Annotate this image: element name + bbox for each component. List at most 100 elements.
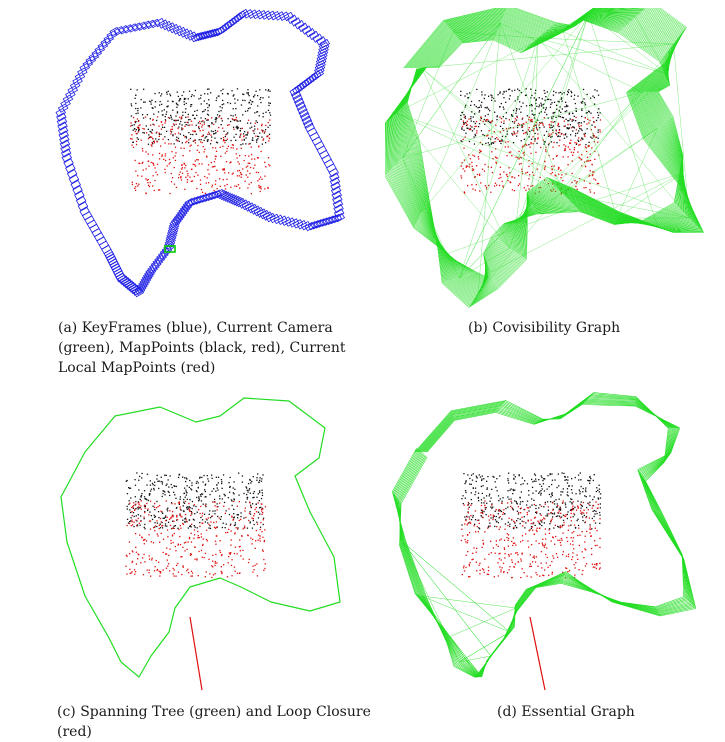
panel-c-black-point (143, 490, 146, 492)
panel-a-black-point (221, 104, 223, 106)
keyframe-marker (79, 206, 91, 217)
panel-b-red-point (593, 121, 595, 123)
panel-c-red-point (230, 552, 232, 554)
panel-c-red-point (170, 542, 172, 544)
panel-c-black-point (185, 480, 187, 483)
panel-a-red-point (249, 172, 251, 175)
panel-c-black-point (147, 499, 149, 502)
panel-a-black-point (172, 134, 174, 136)
panel-c-black-point (233, 516, 235, 518)
panel-a-red-point (238, 163, 240, 165)
panel-c-red-point (169, 524, 172, 527)
panel-b-black-point (565, 104, 568, 106)
panel-c-black-point (238, 472, 240, 474)
panel-a-red-point (247, 131, 249, 133)
panel-c-red-point (137, 553, 139, 555)
panel-b-black-point (467, 97, 470, 99)
panel-a-red-point (185, 141, 187, 144)
panel-d-red-point (563, 521, 565, 524)
panel-d-black-point (475, 475, 477, 477)
panel-c-black-point (128, 503, 130, 505)
panel-b-red-point (556, 154, 558, 157)
panel-a-black-point (166, 106, 169, 108)
panel-c-red-point (262, 512, 264, 514)
panel-b-red-point (583, 134, 586, 136)
panel-d-black-point (478, 527, 480, 529)
panel-d-red-point (511, 561, 513, 563)
panel-a-red-point (155, 171, 157, 173)
panel-d-black-point (533, 499, 535, 501)
panel-d-red-point (465, 554, 467, 556)
panel-c-black-point (172, 527, 174, 529)
panel-d-black-point (487, 476, 489, 478)
panel-b-red-point (469, 158, 472, 160)
panel-d-red-point (585, 563, 588, 565)
panel-a-red-point (224, 152, 226, 154)
panel-d-black-point (531, 486, 534, 488)
panel-b-red-point (510, 181, 512, 184)
panel-a-red-point (170, 128, 172, 131)
panel-c-black-point (173, 491, 175, 493)
panel-c-black-point (147, 509, 149, 511)
panel-d-red-point (572, 552, 574, 554)
panel-b-black-point (561, 116, 563, 118)
panel-d-black-point (599, 522, 601, 524)
panel-a-black-point (207, 93, 209, 95)
panel-c-red-point (238, 501, 240, 503)
panel-c-red-point (197, 535, 199, 537)
panel-c-red-point (140, 520, 142, 522)
panel-d-red-point (518, 511, 520, 514)
panel-b-red-point (485, 119, 487, 121)
panel-c-red-point (259, 528, 261, 531)
panel-c-red-point (131, 571, 133, 573)
panel-b-black-point (491, 95, 493, 97)
panel-a-black-point (189, 137, 192, 140)
panel-c-red-point (173, 569, 175, 571)
panel-c-red-point (159, 504, 161, 507)
panel-d-black-point (562, 491, 564, 493)
panel-a-red-point (200, 188, 203, 191)
panel-b-black-point (564, 134, 567, 136)
panel-b-black-point (575, 107, 577, 110)
panel-a-red-point (232, 147, 234, 149)
keyframe-marker (325, 215, 337, 225)
panel-c-red-point (207, 517, 209, 519)
panel-d-red-point (508, 537, 510, 540)
panel-c-red-point (230, 539, 232, 541)
panel-a-red-point (158, 132, 160, 134)
keyframe-marker (56, 116, 68, 127)
panel-d-red-point (467, 501, 469, 504)
panel-d-red-point (591, 563, 594, 565)
panel-d-black-point (465, 480, 467, 482)
covisibility-edge (459, 37, 539, 279)
keyframe-marker (77, 201, 89, 211)
panel-a-black-point (136, 89, 138, 91)
panel-d-black-point (566, 488, 569, 490)
panel-b-black-point (580, 101, 582, 103)
essential-graph-edge (402, 541, 460, 663)
panel-c-black-point (140, 495, 142, 497)
panel-b-red-point (472, 168, 474, 170)
panel-b-black-point (512, 115, 514, 117)
panel-d-red-point (508, 555, 510, 557)
panel-d-red-point (542, 538, 544, 540)
panel-c-red-point (130, 572, 132, 574)
panel-d-red-point (581, 511, 583, 514)
panel-b-red-point (493, 131, 495, 133)
panel-b-red-point (569, 142, 572, 144)
panel-c-black-point (250, 506, 252, 509)
covisibility-edge (421, 22, 501, 213)
panel-d-red-point (546, 547, 548, 549)
panel-a-black-point (245, 143, 247, 145)
panel-d-red-point (470, 515, 472, 517)
panel-c-black-point (132, 512, 135, 514)
panel-b-black-point (552, 125, 554, 127)
panel-c-black-point (154, 522, 156, 524)
covisibility-edge (421, 67, 586, 204)
panel-b-black-point (565, 133, 567, 135)
panel-d-black-point (599, 493, 602, 495)
panel-b-red-point (473, 169, 475, 171)
panel-d-black-point (589, 524, 591, 526)
panel-d-black-point (569, 509, 572, 511)
panel-b-red-point (466, 124, 469, 126)
